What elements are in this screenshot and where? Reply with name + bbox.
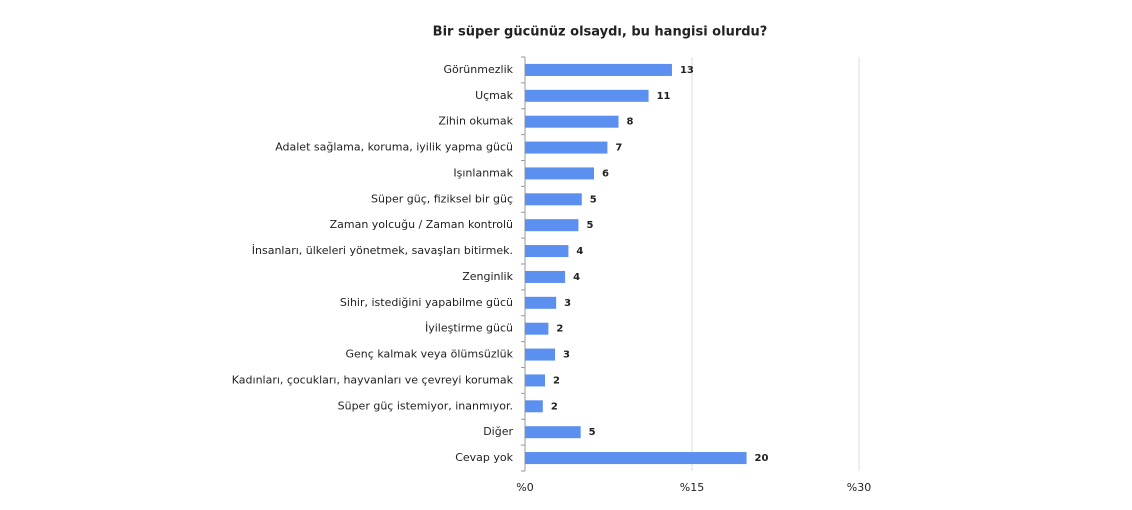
bar — [525, 452, 747, 465]
y-tick-label: Süper güç istemiyor, inanmıyor. — [338, 399, 513, 412]
y-tick-label: Diğer — [483, 425, 513, 438]
bar — [525, 348, 556, 361]
value-label: 11 — [657, 91, 671, 102]
value-label: 5 — [590, 194, 597, 205]
y-tick-label: Cevap yok — [455, 451, 513, 464]
y-tick-label: Zihin okumak — [438, 115, 513, 128]
value-label: 5 — [589, 427, 596, 438]
y-tick-label: İnsanları, ülkeleri yönetmek, savaşları … — [252, 244, 513, 257]
y-tick-label: Zaman yolcuğu / Zaman kontrolü — [330, 218, 513, 231]
y-tick-label: Genç kalmak veya ölümsüzlük — [346, 348, 514, 361]
value-label: 4 — [573, 272, 580, 283]
value-label: 6 — [602, 168, 609, 179]
value-label: 8 — [627, 117, 634, 128]
x-tick-label: %0 — [516, 481, 533, 494]
bar — [525, 63, 672, 76]
value-label: 2 — [556, 324, 563, 335]
value-label: 20 — [755, 453, 769, 464]
value-label: 7 — [615, 143, 622, 154]
value-label: 3 — [564, 298, 571, 309]
value-label: 5 — [586, 220, 593, 231]
bar — [525, 296, 557, 309]
value-label: 3 — [563, 350, 570, 361]
y-tick-label: Görünmezlik — [444, 63, 514, 76]
bar — [525, 193, 582, 206]
bar — [525, 89, 649, 102]
y-tick-label: Uçmak — [475, 89, 514, 102]
y-tick-label: Sihir, istediğini yapabilme gücü — [340, 296, 513, 309]
y-tick-label: Adalet sağlama, koruma, iyilik yapma güc… — [275, 141, 513, 154]
value-label: 2 — [553, 375, 560, 386]
x-tick-label: %30 — [847, 481, 871, 494]
y-tick-label: İyileştirme gücü — [425, 322, 513, 335]
bar — [525, 141, 608, 154]
bar — [525, 426, 581, 439]
value-label: 4 — [576, 246, 583, 257]
bar — [525, 322, 549, 335]
value-label: 2 — [551, 401, 558, 412]
bar — [525, 115, 619, 128]
bar — [525, 167, 595, 180]
value-label: 13 — [680, 65, 694, 76]
bar — [525, 219, 579, 232]
bar — [525, 245, 569, 258]
y-tick-label: Işınlanmak — [453, 166, 513, 179]
x-tick-label: %15 — [680, 481, 704, 494]
bar — [525, 270, 566, 283]
chart-title: Bir süper gücünüz olsaydı, bu hangisi ol… — [433, 25, 768, 40]
bar — [525, 400, 543, 413]
y-tick-label: Zenginlik — [462, 270, 513, 283]
y-tick-label: Kadınları, çocukları, hayvanları ve çevr… — [232, 373, 514, 386]
y-tick-label: Süper güç, fiziksel bir güç — [371, 192, 513, 205]
bar — [525, 374, 546, 387]
